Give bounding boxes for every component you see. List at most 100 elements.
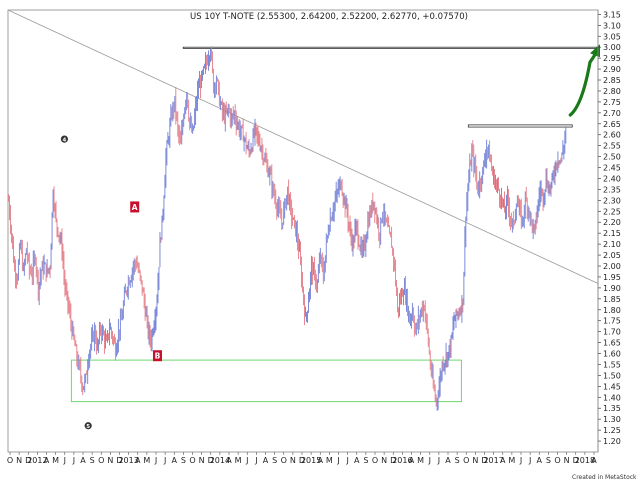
y-tick-label: 2.80 (603, 87, 621, 96)
x-tick-label: 2012 (27, 456, 47, 465)
x-tick-label: S (363, 456, 368, 465)
y-tick-label: 2.75 (603, 98, 621, 107)
x-tick-label: M (143, 456, 150, 465)
y-tick-label: 2.30 (603, 196, 621, 205)
x-tick-label: 2014 (210, 456, 230, 465)
y-tick-label: 1.85 (603, 295, 621, 304)
y-tick-label: 1.40 (603, 393, 621, 402)
x-tick-label: A (44, 456, 50, 465)
y-tick-label: 3.05 (603, 32, 621, 41)
x-tick-label: O (554, 456, 560, 465)
x-tick-label: J (336, 456, 339, 465)
y-tick-label: 2.25 (603, 207, 621, 216)
x-tick-label: N (107, 456, 113, 465)
x-tick-label: 2018 (575, 456, 595, 465)
x-tick-label: M (52, 456, 59, 465)
price-bars (8, 46, 567, 411)
y-tick-label: 1.45 (603, 382, 621, 391)
wave-marker-label: 5 (86, 424, 90, 430)
x-tick-label: A (226, 456, 232, 465)
wave-marker-4 (60, 135, 69, 143)
x-tick-label: J (72, 456, 75, 465)
y-tick-label: 1.55 (603, 360, 621, 369)
point-marker-label: B (155, 352, 161, 361)
x-tick-label: A (135, 456, 141, 465)
x-tick-label: J (245, 456, 248, 465)
annotations: 4 A B 5 (60, 135, 162, 430)
x-tick-label: D (299, 456, 305, 465)
y-tick-label: 2.60 (603, 131, 621, 140)
x-tick-label: M (326, 456, 333, 465)
wave-marker-5 (84, 422, 92, 430)
x-tick-label: J (345, 456, 348, 465)
x-tick-label: D (25, 456, 31, 465)
x-tick-label: J (154, 456, 157, 465)
y-tick-label: 2.00 (603, 262, 621, 271)
support-zone-box (70, 359, 462, 403)
x-tick-label: D (116, 456, 122, 465)
x-tick-label: A (591, 456, 597, 465)
x-tick-label: N (290, 456, 296, 465)
y-tick-label: 3.00 (603, 43, 621, 52)
x-tick-label: A (80, 456, 86, 465)
trendline-layer (7, 9, 599, 284)
x-tick-label: J (254, 456, 257, 465)
x-tick-label: N (16, 456, 22, 465)
point-marker-A (130, 201, 140, 213)
x-tick-label: S (181, 456, 186, 465)
y-tick-label: 1.80 (603, 306, 621, 315)
x-tick-label: N (472, 456, 478, 465)
x-tick-label: M (417, 456, 424, 465)
x-tick-label: N (381, 456, 387, 465)
y-tick-label: 1.25 (603, 426, 621, 435)
x-tick-label: 2017 (483, 456, 503, 465)
x-tick-label: 2013 (118, 456, 138, 465)
x-tick-label: J (63, 456, 66, 465)
x-tick-label: D (208, 456, 214, 465)
x-tick-label: S (90, 456, 95, 465)
y-tick-label: 1.75 (603, 317, 621, 326)
x-tick-label: D (481, 456, 487, 465)
x-tick-label: D (390, 456, 396, 465)
x-tick-label: A (354, 456, 360, 465)
y-tick-label: 1.95 (603, 273, 621, 282)
chart-title: US 10Y T-NOTE (2.55300, 2.64200, 2.52200… (190, 12, 468, 22)
forecast-arrow-head (589, 44, 600, 58)
y-tick-label: 2.55 (603, 142, 621, 151)
x-tick-label: N (564, 456, 570, 465)
y-tick-label: 2.20 (603, 218, 621, 227)
y-tick-label: 2.50 (603, 153, 621, 162)
x-tick-label: A (263, 456, 269, 465)
y-axis: 3.15 3.10 3.05 3.00 2.95 2.90 2.85 2.80 2.75 2.70… (597, 10, 621, 452)
point-marker-label: A (132, 203, 138, 212)
y-tick-label: 2.65 (603, 120, 621, 129)
credit-label: Created in MetaStock (572, 474, 637, 481)
y-tick-label: 2.10 (603, 240, 621, 249)
descending-trendline (7, 9, 599, 284)
wave-marker-label: 4 (63, 137, 67, 143)
x-tick-label: S (272, 456, 277, 465)
x-tick-label: J (428, 456, 431, 465)
x-tick-label: A (318, 456, 324, 465)
x-tick-label: J (519, 456, 522, 465)
x-tick-label: O (98, 456, 104, 465)
y-tick-label: 2.35 (603, 185, 621, 194)
x-tick-label: S (546, 456, 551, 465)
y-tick-label: 1.50 (603, 371, 621, 380)
y-tick-label: 2.85 (603, 76, 621, 85)
x-tick-label: A (500, 456, 506, 465)
y-tick-label: 1.35 (603, 404, 621, 413)
y-tick-label: 2.95 (603, 54, 621, 63)
y-tick-label: 2.90 (603, 65, 621, 74)
y-tick-label: 3.10 (603, 21, 621, 30)
y-tick-label: 3.15 (603, 10, 621, 19)
y-tick-label: 2.70 (603, 109, 621, 118)
x-tick-label: A (445, 456, 451, 465)
y-tick-label: 1.60 (603, 350, 621, 359)
forecast-arrow-shaft (568, 51, 598, 117)
y-tick-label: 1.20 (603, 437, 621, 446)
y-tick-label: 2.15 (603, 229, 621, 238)
y-tick-label: 2.45 (603, 164, 621, 173)
